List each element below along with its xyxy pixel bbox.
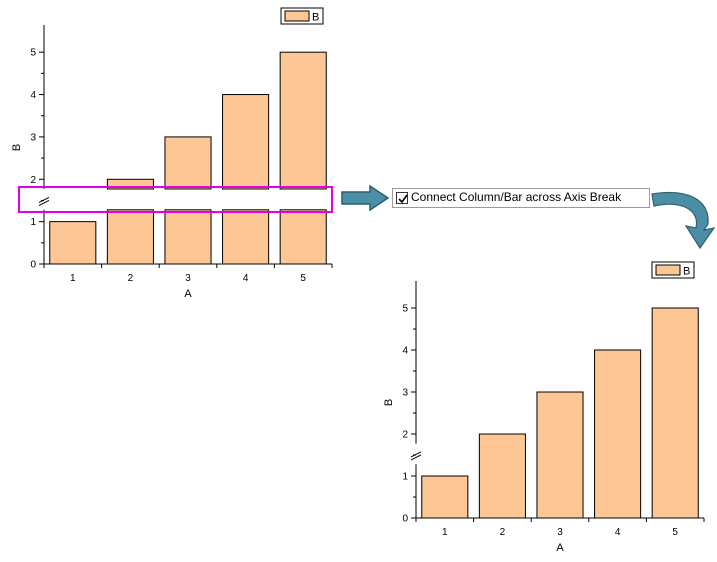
x-tick-label: 3 (557, 527, 563, 538)
legend-label: B (683, 266, 690, 278)
y-tick-label: 2 (402, 430, 408, 441)
chart-before: B 0 1 2 3 4 5 1 2 3 4 5 A B (11, 7, 333, 300)
x-tick-label: 4 (243, 273, 249, 284)
bar-upper (279, 51, 327, 190)
y-tick-label: 4 (402, 346, 408, 357)
bar-lower (164, 209, 212, 265)
x-tick-label: 3 (185, 273, 191, 284)
y-tick-label: 3 (402, 388, 408, 399)
y-tick-label: 0 (30, 260, 36, 271)
legend-swatch (655, 264, 681, 276)
checkbox-label: Connect Column/Bar across Axis Break (411, 190, 622, 204)
checkmark-icon (398, 194, 408, 204)
axis-break-highlight (18, 186, 333, 213)
axis-break-mark (38, 196, 50, 203)
curved-arrow-down-icon (651, 191, 716, 250)
bar-lower (279, 209, 327, 265)
y-tick-label: 1 (30, 217, 36, 228)
bar (49, 221, 97, 265)
bar-lower (106, 209, 154, 265)
x-tick-label: 2 (128, 273, 134, 284)
y-tick-label: 4 (30, 90, 36, 101)
x-axis-title: A (556, 542, 564, 554)
y-axis-title: B (11, 144, 23, 151)
y-tick-label: 0 (402, 514, 408, 525)
bar (536, 391, 584, 519)
x-tick-label: 1 (442, 527, 448, 538)
x-axis-title: A (184, 288, 192, 300)
axis-break-mark (38, 199, 50, 206)
y-tick-label: 5 (402, 304, 408, 315)
x-tick-label: 2 (500, 527, 506, 538)
bar (478, 433, 526, 519)
legend-label: B (312, 12, 319, 24)
legend-swatch (284, 10, 310, 22)
connect-bars-option[interactable]: Connect Column/Bar across Axis Break (392, 188, 650, 208)
y-tick-label: 2 (30, 175, 36, 186)
bar-upper (164, 136, 212, 190)
legend: B (651, 261, 695, 279)
bar-lower (222, 209, 270, 265)
checkbox-checked[interactable] (396, 192, 408, 204)
axis-break-mark (410, 454, 422, 461)
bar (421, 475, 469, 519)
y-tick-label: 5 (30, 48, 36, 59)
legend: B (280, 7, 324, 25)
x-tick-label: 5 (672, 527, 678, 538)
x-tick-label: 1 (70, 273, 76, 284)
x-tick-label: 5 (300, 273, 306, 284)
axis-break-mark (410, 451, 422, 458)
bar-upper (106, 178, 154, 190)
bar (594, 349, 642, 519)
chart-after: B 0 1 2 3 4 5 1 2 3 4 5 A B (383, 261, 705, 554)
y-axis-title: B (383, 399, 395, 406)
bar (651, 307, 699, 519)
y-tick-label: 1 (402, 472, 408, 483)
y-tick-label: 3 (30, 132, 36, 143)
x-tick-label: 4 (615, 527, 621, 538)
bar-upper (222, 94, 270, 190)
arrow-right-icon (341, 184, 390, 212)
